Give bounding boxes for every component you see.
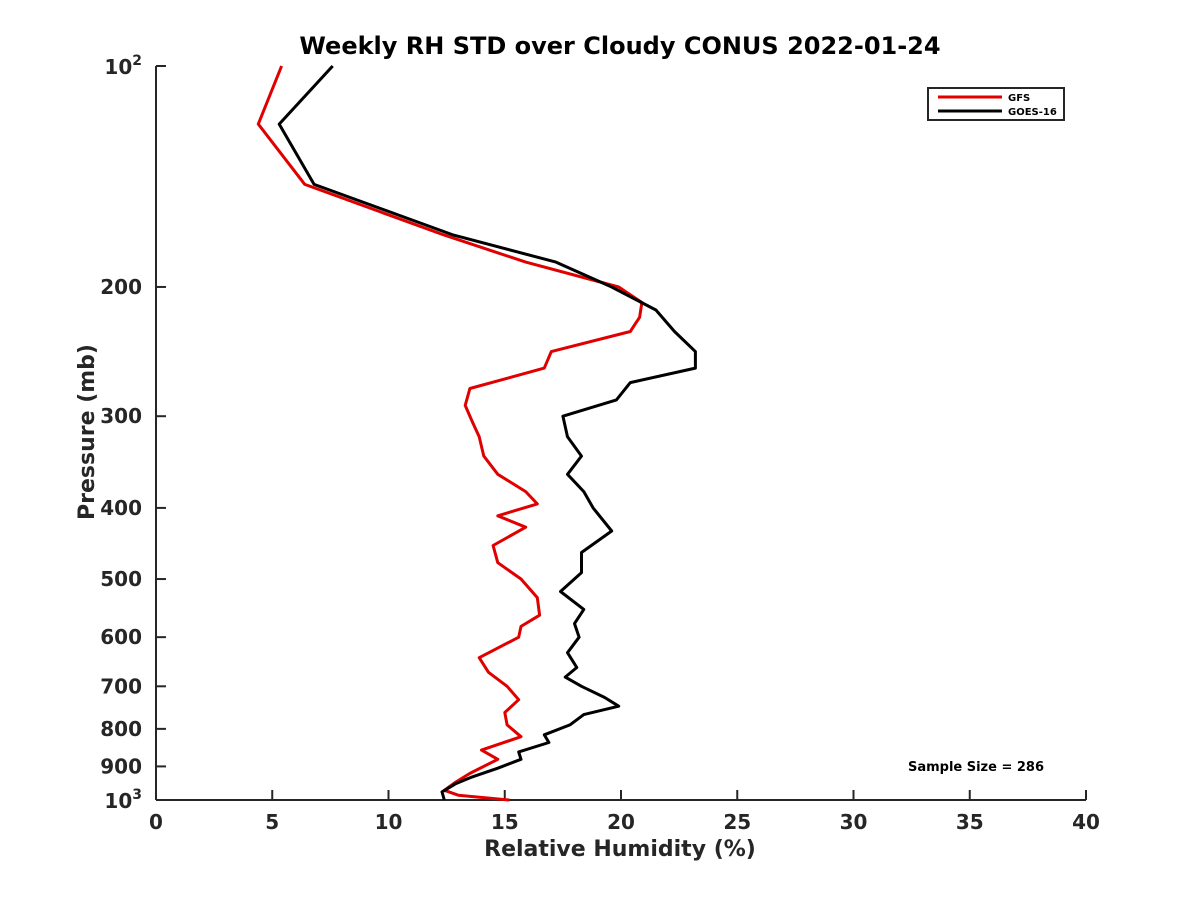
x-tick-label: 0 — [149, 810, 163, 834]
x-tick-label: 5 — [265, 810, 279, 834]
x-tick-label: 25 — [723, 810, 751, 834]
y-tick-label: 102 — [104, 53, 142, 79]
y-tick-label: 900 — [100, 754, 142, 778]
legend: GFS GOES-16 — [927, 87, 1065, 121]
y-tick-label: 800 — [100, 717, 142, 741]
series-line-goes-16 — [277, 64, 697, 801]
x-tick-label: 10 — [375, 810, 403, 834]
x-tick-label: 35 — [956, 810, 984, 834]
legend-label: GOES-16 — [1008, 107, 1057, 118]
x-tick-label: 20 — [607, 810, 635, 834]
y-tick-label: 300 — [100, 404, 142, 428]
y-axis-label: Pressure (mb) — [75, 344, 100, 520]
y-tick-label: 400 — [100, 496, 142, 520]
chart-title: Weekly RH STD over Cloudy CONUS 2022-01-… — [299, 32, 940, 60]
y-tick-label: 700 — [100, 674, 142, 698]
x-tick-label: 15 — [491, 810, 519, 834]
x-tick-label: 30 — [840, 810, 868, 834]
x-axis-label: Relative Humidity (%) — [484, 837, 756, 862]
x-tick-label: 40 — [1072, 810, 1100, 834]
series-layer — [256, 64, 697, 802]
legend-box — [927, 87, 1065, 121]
series-line-gfs — [256, 65, 644, 802]
legend-label: GFS — [1008, 93, 1030, 104]
y-tick-label: 103 — [104, 787, 142, 813]
sample-size-annotation: Sample Size = 286 — [908, 760, 1044, 775]
y-tick-label: 500 — [100, 567, 142, 591]
y-tick-label: 200 — [100, 275, 142, 299]
y-tick-label: 600 — [100, 625, 142, 649]
axes: 0 5 10 15 20 25 30 35 40 102 200 300 400 500 600 700 800… — [100, 53, 1100, 834]
